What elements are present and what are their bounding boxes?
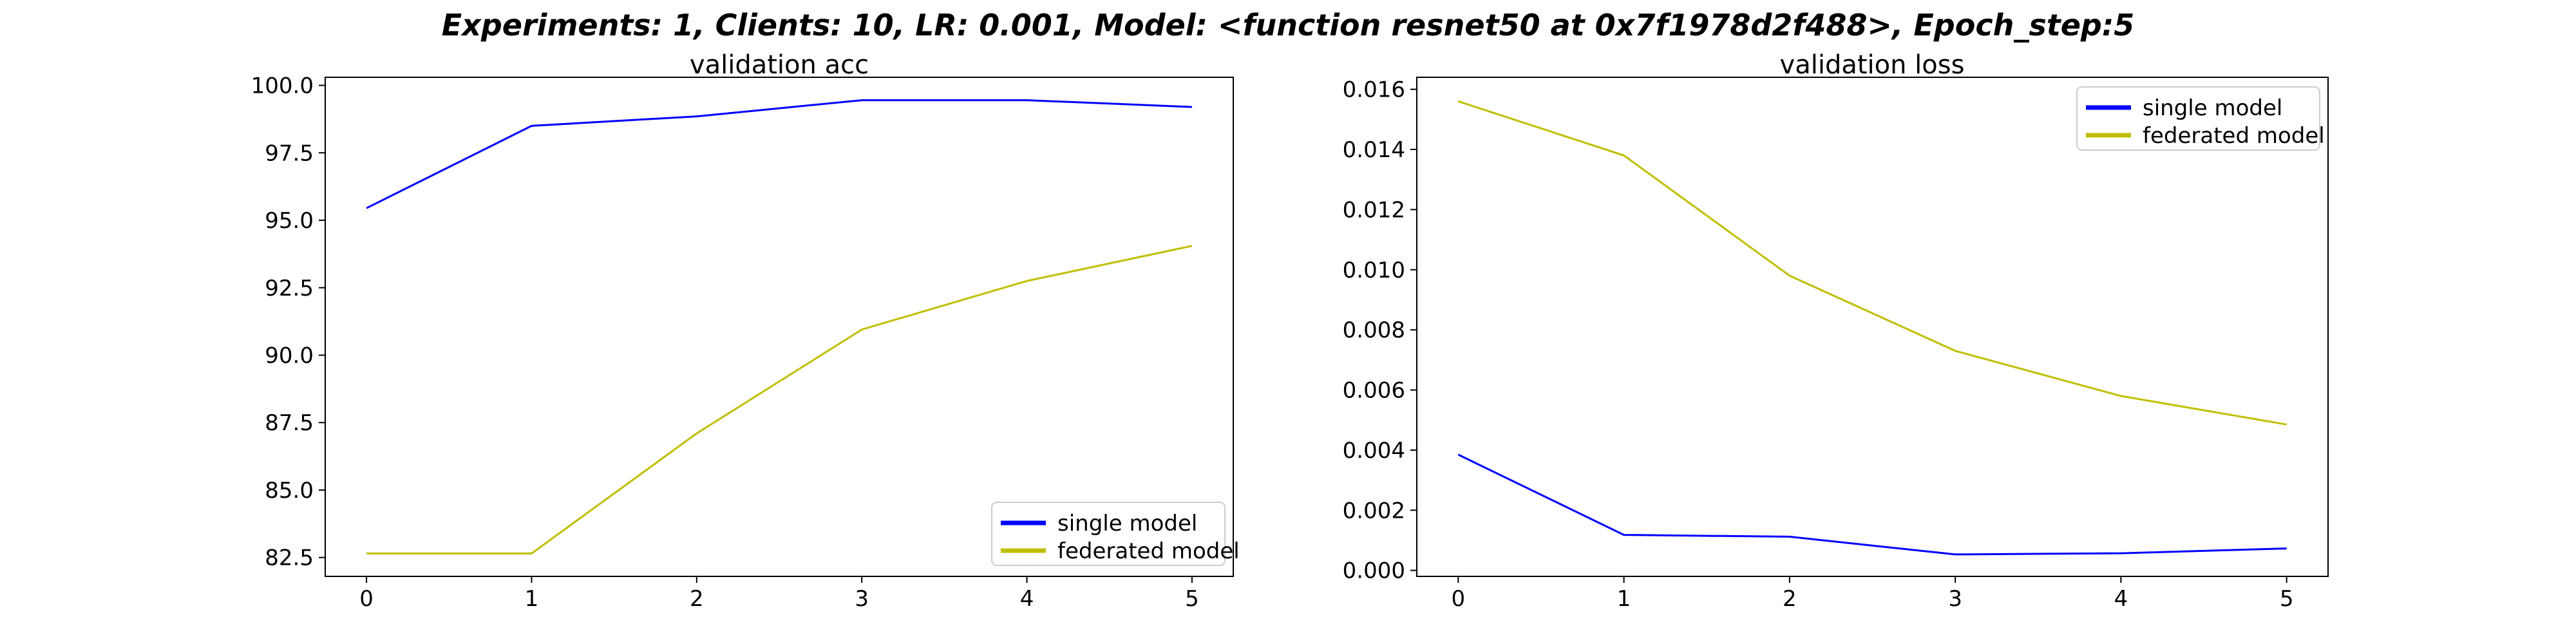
loss-chart-x-tick-label: 0 <box>1451 586 1465 612</box>
loss-chart-y-tick-label: 0.008 <box>1343 317 1405 343</box>
loss-chart-legend-label: single model <box>2143 95 2282 121</box>
loss-chart-x-tick-label: 5 <box>2280 586 2294 612</box>
loss-chart-y-tick-label: 0.004 <box>1343 438 1405 464</box>
accuracy-chart-y-tick-label: 97.5 <box>265 140 314 166</box>
accuracy-chart-x-tick-label: 2 <box>690 586 704 612</box>
loss-chart-y-tick-label: 0.012 <box>1343 197 1405 223</box>
loss-chart-x-tick-label: 1 <box>1617 586 1631 612</box>
accuracy-chart-x-tick-label: 0 <box>359 586 374 612</box>
loss-chart-x-tick-label: 2 <box>1783 586 1797 612</box>
loss-chart-legend-label: federated model <box>2143 123 2325 149</box>
loss-chart-x-tick-label: 3 <box>1948 586 1962 612</box>
accuracy-chart-series-line-single <box>366 99 1192 209</box>
accuracy-chart-y-tick-label: 87.5 <box>265 410 314 436</box>
accuracy-chart: validation acc 0 1 2 3 4 5 82.5 85.0 87.5 90.0 92.… <box>251 50 1240 612</box>
loss-chart-y-tick-label: 0.016 <box>1343 77 1405 103</box>
loss-chart-y-tick-label: 0.000 <box>1343 558 1405 584</box>
figure-suptitle: Experiments: 1, Clients: 10, LR: 0.001, … <box>442 8 2134 43</box>
loss-chart: validation loss 0 1 2 3 4 5 0.000 0.002 0.004 0.0… <box>1343 50 2329 612</box>
accuracy-chart-title: validation acc <box>690 50 869 80</box>
accuracy-chart-y-tick-label: 90.0 <box>265 343 314 368</box>
loss-chart-y-tick-label: 0.014 <box>1343 137 1405 163</box>
accuracy-chart-y-tick-label: 82.5 <box>265 545 314 571</box>
accuracy-chart-x-tick-label: 4 <box>1020 586 1034 612</box>
loss-chart-x-tick-label: 4 <box>2114 586 2128 612</box>
accuracy-chart-y-tick-label: 85.0 <box>265 478 314 504</box>
accuracy-chart-y-tick-label: 92.5 <box>265 276 314 301</box>
accuracy-chart-y-tick-label: 100.0 <box>251 73 314 99</box>
accuracy-chart-x-tick-label: 3 <box>855 586 869 612</box>
loss-chart-y-tick-label: 0.006 <box>1343 378 1405 404</box>
loss-chart-series-line-federated <box>1457 100 2287 426</box>
loss-chart-title: validation loss <box>1780 50 1965 80</box>
accuracy-chart-series-line-federated <box>366 245 1193 554</box>
loss-chart-series-line-single <box>1457 453 2287 556</box>
accuracy-chart-frame <box>325 77 1234 577</box>
loss-chart-frame <box>1416 77 2329 577</box>
loss-chart-y-tick-label: 0.002 <box>1343 498 1405 524</box>
accuracy-chart-x-tick-label: 1 <box>525 586 539 612</box>
accuracy-chart-x-tick-label: 5 <box>1185 586 1199 612</box>
accuracy-chart-legend-label: single model <box>1057 511 1197 536</box>
accuracy-chart-legend-label: federated model <box>1057 538 1240 564</box>
accuracy-chart-y-tick-label: 95.0 <box>265 208 314 234</box>
accuracy-chart-legend-frame <box>991 502 1226 566</box>
loss-chart-y-tick-label: 0.010 <box>1343 258 1405 283</box>
loss-chart-legend-frame <box>2076 86 2320 151</box>
